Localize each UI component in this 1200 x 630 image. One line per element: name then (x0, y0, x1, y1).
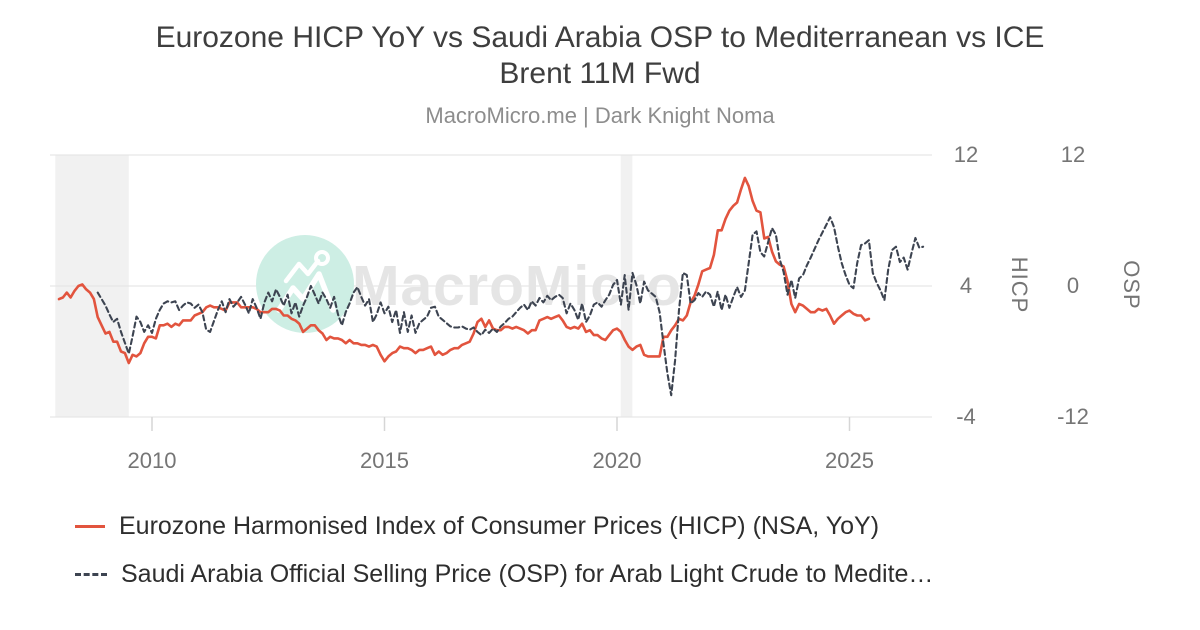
legend-item-hicp[interactable]: Eurozone Harmonised Index of Consumer Pr… (75, 510, 933, 542)
chart-subtitle: MacroMicro.me | Dark Knight Noma (425, 103, 775, 128)
chart-legend: Eurozone Harmonised Index of Consumer Pr… (75, 510, 933, 606)
x-tick-marks (151, 417, 851, 431)
series-line-hicp[interactable] (57, 176, 871, 365)
y-tick-label-osp: 0 (1066, 273, 1080, 298)
y-tick-label-hicp: -4 (956, 404, 976, 429)
series-lines (57, 176, 925, 397)
watermark-logo: MacroMicro (256, 235, 682, 333)
watermark-text: MacroMicro (352, 254, 682, 318)
chart-title: Eurozone HICP YoY vs Saudi Arabia OSP to… (155, 21, 1045, 90)
y-tick-label-hicp: 12 (953, 142, 979, 167)
x-tick-label: 2015 (360, 448, 409, 473)
y-axis-title-osp: OSP (1119, 260, 1144, 310)
legend-label-osp: Saudi Arabia Official Selling Price (OSP… (121, 559, 934, 588)
legend-swatch-dashed-line (75, 572, 107, 576)
gridlines (50, 154, 932, 418)
watermark-datapoint-glyph (314, 250, 330, 266)
legend-swatch-solid-line (75, 524, 105, 528)
x-tick-label: 2025 (825, 448, 874, 473)
y-tick-label-osp: 12 (1060, 142, 1086, 167)
y-axis-title-hicp: HICP (1007, 256, 1032, 314)
watermark-trendline-glyph (283, 258, 321, 284)
x-tick-label: 2020 (592, 448, 642, 473)
series-line-osp[interactable] (96, 216, 925, 397)
legend-label-hicp: Eurozone Harmonised Index of Consumer Pr… (119, 511, 880, 540)
y-tick-label-osp: -12 (1057, 404, 1089, 429)
y-tick-label-hicp: 4 (959, 273, 973, 298)
x-tick-label: 2010 (127, 448, 177, 473)
legend-item-osp[interactable]: Saudi Arabia Official Selling Price (OSP… (75, 558, 933, 590)
